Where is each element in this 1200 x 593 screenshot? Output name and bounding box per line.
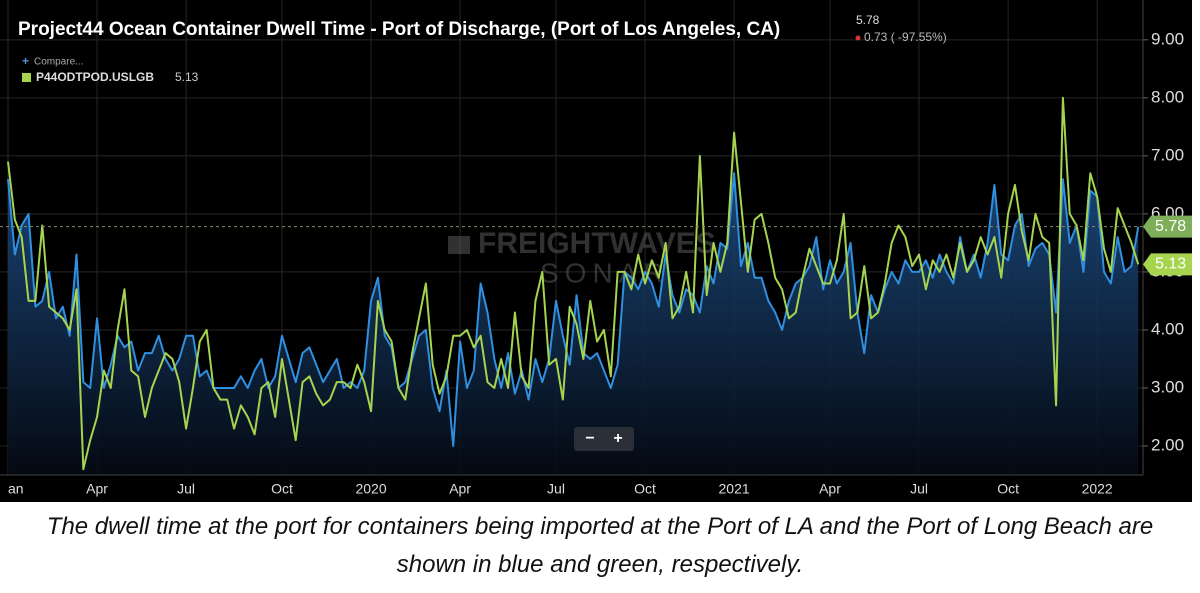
price-tag (1143, 215, 1192, 238)
zoom-out-button[interactable]: − (585, 430, 594, 447)
x-tick-label: Oct (271, 481, 293, 497)
y-tick-label: 8.00 (1151, 87, 1184, 106)
y-tick-label: 4.00 (1151, 319, 1184, 338)
change-text: 0.73 ( -97.55%) (864, 30, 947, 44)
zoom-control (574, 427, 634, 451)
watermark-text: FREIGHTWAVES (478, 227, 716, 260)
line (7, 172, 1140, 447)
x-tick-label: Oct (634, 481, 656, 497)
y-tick-label: 2.00 (1151, 435, 1184, 454)
price-tag-label: 5.78 (1155, 218, 1186, 235)
caption: The dwell time at the port for container… (46, 513, 1154, 578)
y-tick-label: 9.00 (1151, 29, 1184, 48)
y-tick-label: 7.00 (1151, 145, 1184, 164)
x-tick-label: Jul (910, 481, 928, 497)
y-tick-label: 3.00 (1151, 377, 1184, 396)
legend-swatch (22, 73, 31, 82)
x-tick-label: Jul (177, 481, 195, 497)
legend-value: 5.13 (175, 70, 199, 84)
x-tick-label: 2021 (719, 481, 750, 497)
last-value: 5.78 (856, 13, 880, 27)
price-tag-label: 5.13 (1155, 256, 1186, 273)
change-dot (855, 35, 861, 41)
chart-title: Project44 Ocean Container Dwell Time - P… (18, 19, 780, 40)
watermark: FREIGHTWAVES SONAR (448, 227, 716, 288)
legend-label: P44ODTPOD.USLGB (36, 70, 154, 84)
x-tick-label: 2020 (355, 481, 386, 497)
x-tick-label: Apr (449, 481, 471, 497)
x-tick-label: an (8, 481, 24, 497)
x-tick-label: Oct (997, 481, 1019, 497)
x-tick-label: 2022 (1082, 481, 1113, 497)
area (8, 173, 1139, 475)
compare-icon[interactable]: + (22, 54, 29, 68)
x-tick-label: Apr (819, 481, 841, 497)
watermark-logo (448, 236, 470, 254)
chart: FREIGHTWAVES SONAR 2.003.004.005.006.007… (0, 0, 1192, 502)
line (7, 96, 1140, 471)
compare-link[interactable]: Compare... (34, 57, 83, 68)
zoom-in-button[interactable]: + (613, 430, 622, 447)
x-tick-label: Jul (547, 481, 565, 497)
price-tag (1143, 253, 1192, 276)
x-tick-label: Apr (86, 481, 108, 497)
